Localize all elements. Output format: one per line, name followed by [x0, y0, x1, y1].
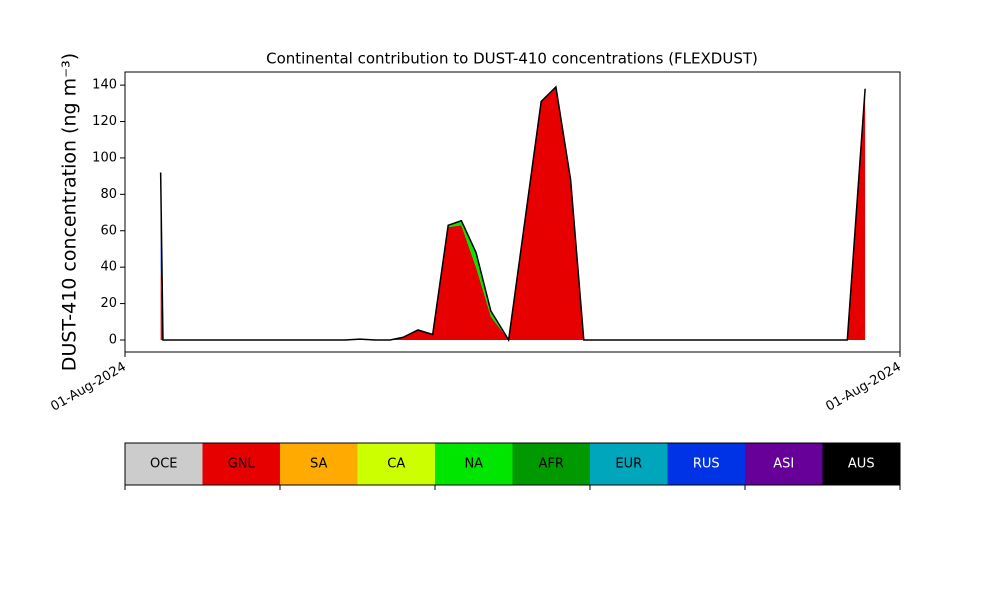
legend-swatch: [202, 443, 280, 485]
legend-label: SA: [310, 457, 327, 472]
legend-swatch: [822, 443, 900, 485]
area: [160, 86, 866, 340]
legend-swatch: [512, 443, 590, 485]
legend-label: CA: [387, 457, 405, 472]
area: [160, 86, 866, 340]
legend-label: AFR: [539, 457, 564, 472]
legend-label: RUS: [693, 457, 720, 472]
legend-label: AUS: [848, 457, 875, 472]
legend-swatch: [125, 443, 203, 485]
y-tick-label: 80: [100, 187, 117, 202]
area: [160, 86, 866, 340]
legend-label: EUR: [615, 457, 642, 472]
legend-label: ASI: [773, 457, 794, 472]
legend-swatch: [745, 443, 823, 485]
y-tick-label: 0: [109, 332, 117, 347]
legend-swatch: [667, 443, 745, 485]
area: [160, 86, 866, 340]
y-axis-label: DUST-410 concentration (ng m⁻³): [59, 53, 81, 371]
total-outline: [159, 85, 866, 343]
legend-label: GNL: [228, 457, 256, 472]
legend-frame: [124, 442, 901, 486]
y-tick-label: 40: [100, 260, 117, 275]
y-tick-label: 60: [100, 223, 117, 238]
y-tick-label: 140: [92, 78, 117, 93]
chart-title: Continental contribution to DUST-410 con…: [266, 50, 758, 68]
x-tick-label: 01-Aug-2024: [823, 360, 903, 415]
legend-label: NA: [464, 457, 483, 472]
area: [160, 86, 866, 340]
area: [160, 86, 866, 340]
legend-swatch: [357, 443, 435, 485]
legend-swatch: [280, 443, 358, 485]
y-tick-label: 120: [92, 114, 117, 129]
y-tick-label: 20: [100, 296, 117, 311]
area: [160, 86, 866, 340]
legend-swatch: [435, 443, 513, 485]
legend-swatch: [590, 443, 668, 485]
plot-frame: [124, 71, 901, 353]
y-tick-label: 100: [92, 150, 117, 165]
area: [160, 86, 866, 340]
legend-label: OCE: [150, 457, 178, 472]
area: [160, 86, 866, 340]
